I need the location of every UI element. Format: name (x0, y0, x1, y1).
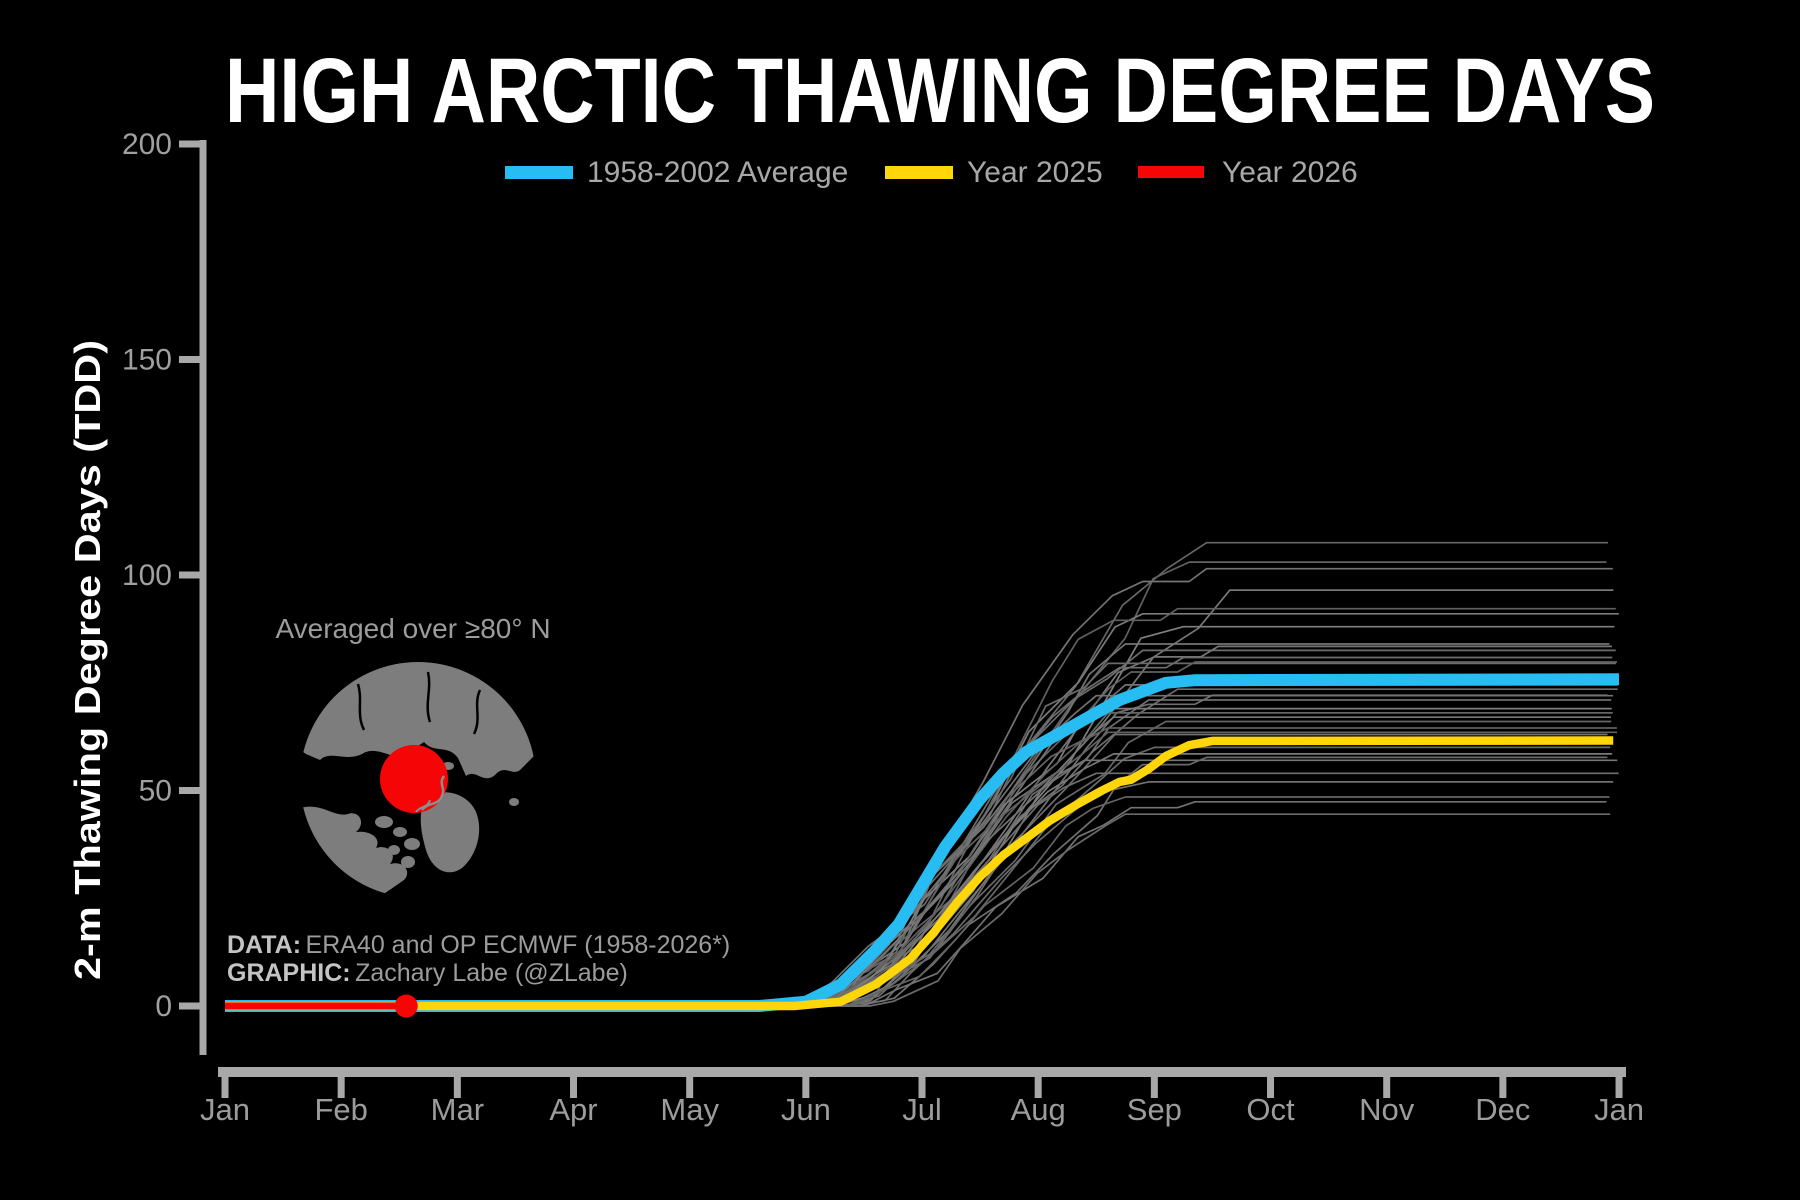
main-series-lines (225, 673, 1620, 1018)
month-label: May (660, 1092, 719, 1127)
legend-label-average: 1958-2002 Average (587, 156, 848, 189)
x-axis-spine (218, 1067, 1626, 1077)
month-label: Nov (1359, 1092, 1415, 1127)
month-label: Dec (1475, 1092, 1530, 1127)
month-label: Mar (431, 1092, 484, 1127)
map-river (426, 671, 432, 723)
month-label: Aug (1011, 1092, 1066, 1127)
x-tick (918, 1077, 926, 1098)
y-tick-label: 200 (122, 128, 172, 161)
month-label: Jan (200, 1092, 250, 1127)
credit-graphic: GRAPHIC: Zachary Labe (@ZLabe) (227, 959, 628, 987)
month-label: Jan (1594, 1092, 1644, 1127)
map-land-greenland (420, 792, 480, 873)
ensemble-line (225, 800, 1607, 1007)
ensemble-line (225, 694, 1608, 1007)
legend-label-2025: Year 2025 (967, 156, 1103, 189)
y-tick (179, 787, 200, 794)
legend-swatch-2025 (885, 166, 953, 179)
series-line-year-2025 (225, 736, 1614, 1011)
y-tick (179, 571, 200, 579)
month-label: Sep (1127, 1092, 1182, 1127)
month-label: Apr (549, 1092, 597, 1127)
legend-swatch-2026 (1138, 166, 1204, 178)
x-tick (1267, 1077, 1275, 1098)
y-tick-label: 150 (122, 344, 172, 377)
month-label: Feb (314, 1092, 367, 1127)
arctic-map-inset (300, 662, 536, 898)
ensemble-line (225, 781, 1614, 1007)
inset-caption: Averaged over ≥80° N (275, 613, 550, 644)
map-island (388, 845, 400, 855)
series-line-1958-2002-average (225, 673, 1620, 1012)
x-tick (802, 1077, 810, 1098)
map-island (375, 816, 393, 828)
credit-graphic-label: GRAPHIC: (227, 959, 351, 987)
y-axis-spine (199, 140, 207, 1055)
map-island (493, 758, 503, 766)
x-tick (1034, 1077, 1042, 1098)
month-label: Jul (902, 1092, 942, 1127)
x-tick (1499, 1077, 1507, 1098)
y-tick-label: 50 (139, 775, 172, 808)
map-coastline-detail (415, 799, 431, 813)
ensemble-line (225, 813, 1611, 1007)
x-tick (1150, 1077, 1158, 1098)
y-tick (179, 356, 200, 363)
map-river (356, 683, 366, 731)
x-tick (337, 1077, 345, 1098)
y-tick (179, 140, 200, 148)
map-island (401, 856, 415, 868)
y-tick (179, 1002, 200, 1010)
x-tick (453, 1077, 461, 1098)
x-tick (686, 1077, 694, 1098)
map-coastline-detail (421, 775, 446, 811)
credit-data-label: DATA: (227, 931, 301, 959)
credit-graphic-value: Zachary Labe (@ZLabe) (355, 959, 628, 987)
credit-data: DATA: ERA40 and OP ECMWF (1958-2026*) (227, 931, 730, 959)
y-tick-label: 100 (122, 559, 172, 592)
map-island (509, 798, 519, 806)
map-island (393, 827, 407, 837)
x-tick (1615, 1077, 1623, 1098)
legend-label-2026: Year 2026 (1222, 156, 1358, 189)
ensemble-line (225, 796, 1610, 1007)
axes: 0 50 100 150 200 Jan Feb Mar Apr May Jun Jul Aug Sep… (122, 128, 1644, 1127)
map-river (472, 689, 482, 735)
map-island (473, 738, 487, 746)
credit-data-value: ERA40 and OP ECMWF (1958-2026*) (306, 931, 731, 959)
legend-swatch-average (505, 166, 573, 179)
current-value-marker (394, 994, 418, 1018)
y-axis-label: 2-m Thawing Degree Days (TDD) (67, 340, 108, 980)
x-tick (221, 1077, 229, 1098)
y-tick-label: 0 (155, 990, 172, 1023)
map-region-80n (380, 745, 448, 813)
month-label: Jun (781, 1092, 831, 1127)
page-title: HIGH ARCTIC THAWING DEGREE DAYS (225, 40, 1655, 142)
month-label: Oct (1246, 1092, 1295, 1127)
legend: 1958-2002 Average Year 2025 Year 2026 (505, 156, 1358, 189)
x-tick (570, 1077, 578, 1098)
map-island (404, 838, 420, 850)
x-tick (1383, 1077, 1391, 1098)
